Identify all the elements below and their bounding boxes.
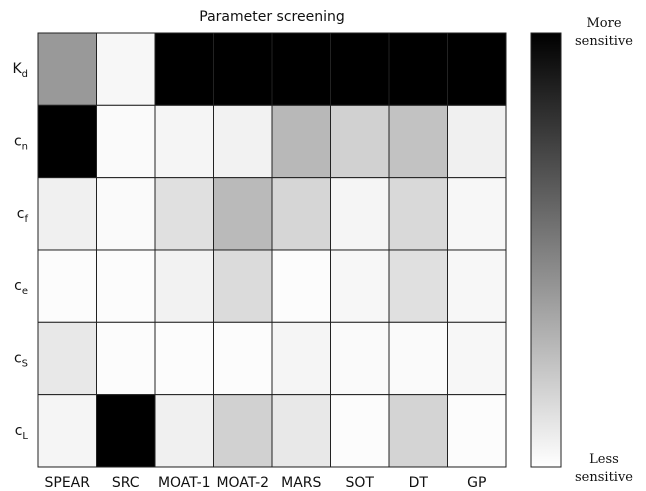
heatmap-cell: [96, 249, 156, 323]
heatmap-cell: [213, 177, 273, 251]
row-label: cS: [14, 350, 28, 369]
column-label: MOAT-2: [216, 475, 269, 491]
heatmap-cell: [37, 394, 97, 468]
heatmap-cell: [388, 177, 448, 251]
heatmap-cell: [330, 177, 390, 251]
column-label: DT: [409, 475, 429, 491]
heatmap-cell: [154, 321, 214, 396]
heatmap-cell: [154, 249, 214, 323]
heatmap-cell: [388, 104, 448, 179]
heatmap-cell: [213, 104, 273, 179]
heatmap-cell: [271, 177, 331, 251]
heatmap-cell: [37, 177, 97, 251]
heatmap-cell: [154, 394, 214, 468]
heatmap-cell: [213, 321, 273, 396]
heatmap-cell: [388, 394, 448, 468]
heatmap-cell: [447, 249, 507, 323]
heatmap-cell: [330, 104, 390, 179]
heatmap-cell: [447, 32, 507, 106]
heatmap-cell: [388, 249, 448, 323]
heatmap-cell: [330, 394, 390, 468]
heatmap-cell: [330, 249, 390, 323]
heatmap-cell: [154, 177, 214, 251]
column-labels: SPEAR SRC MOAT-1 MOAT-2 MARS SOT DT GP: [45, 475, 487, 491]
heatmap-cell: [154, 104, 214, 179]
row-labels: Kd cn cf ce cS cL: [12, 61, 28, 442]
heatmap-cell: [154, 32, 214, 106]
column-label: MARS: [281, 475, 321, 491]
heatmap-cell: [271, 104, 331, 179]
heatmap-cell: [96, 177, 156, 251]
heatmap-cell: [388, 32, 448, 106]
heatmap-cell: [271, 321, 331, 396]
column-label: SPEAR: [45, 475, 91, 491]
heatmap-cell: [96, 32, 156, 106]
heatmap-cell: [96, 104, 156, 179]
column-label: SOT: [346, 475, 375, 491]
colorbar-top-label-line1: More: [586, 16, 621, 31]
heatmap-cell: [330, 321, 390, 396]
row-label: cL: [15, 423, 29, 442]
heatmap-cell: [388, 321, 448, 396]
heatmap-cell: [213, 249, 273, 323]
heatmap-cell: [37, 321, 97, 396]
colorbar-bottom-label-line2: sensitive: [575, 470, 633, 485]
heatmap-cell: [37, 249, 97, 323]
column-label: MOAT-1: [158, 475, 211, 491]
colorbar-bottom-label-line1: Less: [589, 452, 619, 467]
row-label: cf: [17, 206, 29, 225]
heatmap-cell: [37, 104, 97, 179]
heatmap-cells: [37, 32, 507, 468]
heatmap-cell: [271, 32, 331, 106]
heatmap-cell: [447, 321, 507, 396]
colorbar-gradient: [530, 32, 562, 468]
heatmap-cell: [96, 321, 156, 396]
heatmap-cell: [271, 249, 331, 323]
heatmap-cell: [96, 394, 156, 468]
heatmap-cell: [330, 32, 390, 106]
column-label: SRC: [112, 475, 140, 491]
heatmap-cell: [37, 32, 97, 106]
heatmap-cell: [447, 104, 507, 179]
heatmap-cell: [447, 394, 507, 468]
heatmap-cell: [447, 177, 507, 251]
heatmap-cell: [213, 32, 273, 106]
row-label: cn: [14, 133, 28, 152]
heatmap-cell: [213, 394, 273, 468]
row-label: ce: [14, 278, 28, 297]
row-label: Kd: [12, 61, 28, 80]
colorbar-top-label-line2: sensitive: [575, 34, 633, 49]
chart-title: Parameter screening: [199, 9, 344, 25]
heatmap-frame: [37, 32, 507, 468]
colorbar: More sensitive Less sensitive: [530, 16, 633, 485]
heatmap-cell: [271, 394, 331, 468]
column-label: GP: [467, 475, 486, 491]
